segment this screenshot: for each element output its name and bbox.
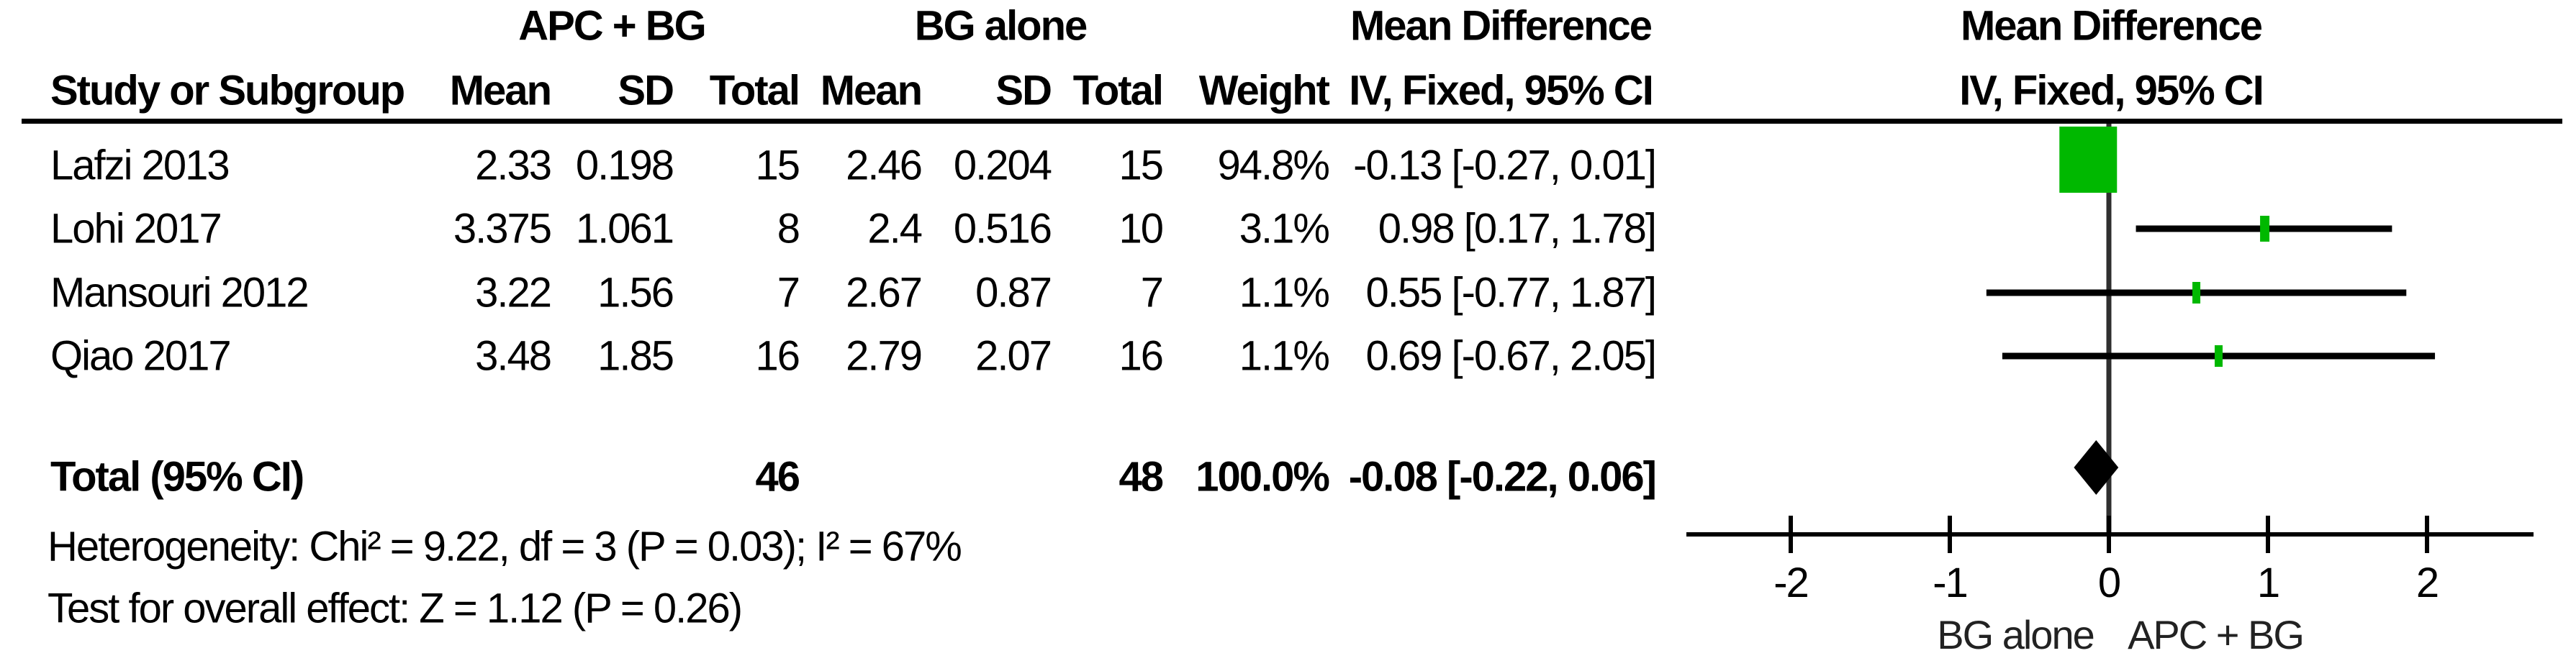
total1-value: 15: [755, 142, 800, 189]
total1-sum: 46: [755, 453, 800, 501]
md-ci-value: -0.13 [-0.27, 0.01]: [1353, 142, 1657, 189]
study-name: Mansouri 2012: [50, 269, 309, 316]
sd1-value: 1.85: [597, 332, 674, 380]
col-header-sd1: SD: [618, 67, 674, 114]
mean2-value: 2.46: [846, 142, 923, 189]
effect-marker: [2059, 127, 2118, 193]
total-md-ci: -0.08 [-0.22, 0.06]: [1348, 453, 1657, 501]
mean1-value: 3.48: [475, 332, 552, 380]
col-header-total2: Total: [1072, 67, 1164, 114]
sd1-value: 1.061: [575, 205, 674, 252]
total1-value: 7: [777, 269, 800, 316]
tick-label: -2: [1773, 560, 1808, 606]
mean1-value: 2.33: [475, 142, 552, 189]
header-divider: [22, 119, 2562, 124]
mean2-value: 2.79: [846, 332, 923, 380]
effect-marker: [2192, 282, 2201, 304]
heterogeneity-note: Heterogeneity: Chi² = 9.22, df = 3 (P = …: [48, 523, 962, 570]
total2-value: 15: [1118, 142, 1163, 189]
study-name: Lohi 2017: [50, 205, 222, 252]
col-header-study: Study or Subgroup: [50, 67, 405, 114]
md-header-left: Mean Difference: [1350, 2, 1653, 50]
study-name: Qiao 2017: [50, 332, 232, 380]
weight-value: 1.1%: [1239, 332, 1330, 380]
md-ci-value: 0.98 [0.17, 1.78]: [1378, 205, 1657, 252]
mean2-value: 2.67: [846, 269, 923, 316]
col-header-weight: Weight: [1198, 67, 1330, 114]
sd2-value: 0.516: [953, 205, 1052, 252]
tick-label: 2: [2416, 560, 2438, 606]
col-header-total1: Total: [709, 67, 800, 114]
sd2-value: 0.87: [975, 269, 1052, 316]
sd1-value: 0.198: [575, 142, 674, 189]
col-header-ci-right: IV, Fixed, 95% CI: [1959, 67, 2264, 114]
sd2-value: 2.07: [975, 332, 1052, 380]
pooled-diamond: [2074, 440, 2119, 495]
axis-left-label: BG alone: [1937, 612, 2094, 657]
tick-label: -1: [1933, 560, 1967, 606]
weight-value: 1.1%: [1239, 269, 1330, 316]
tick-label: 0: [2098, 560, 2120, 606]
sd2-value: 0.204: [953, 142, 1052, 189]
sd1-value: 1.56: [597, 269, 674, 316]
effect-marker: [2260, 216, 2270, 242]
group2-header: BG alone: [914, 2, 1088, 50]
md-ci-value: 0.69 [-0.67, 2.05]: [1365, 332, 1657, 380]
total2-value: 7: [1140, 269, 1164, 316]
col-header-mean2: Mean: [820, 67, 923, 114]
col-header-sd2: SD: [995, 67, 1052, 114]
mean2-value: 2.4: [867, 205, 923, 252]
total2-sum: 48: [1118, 453, 1163, 501]
weight-value: 94.8%: [1217, 142, 1330, 189]
col-header-ci-left: IV, Fixed, 95% CI: [1349, 67, 1654, 114]
total1-value: 8: [777, 205, 800, 252]
group1-header: APC + BG: [518, 2, 707, 50]
md-header-right: Mean Difference: [1960, 2, 2263, 50]
total-label: Total (95% CI): [50, 453, 304, 501]
total-weight: 100.0%: [1196, 453, 1330, 501]
md-ci-value: 0.55 [-0.77, 1.87]: [1365, 269, 1657, 316]
mean1-value: 3.22: [475, 269, 552, 316]
col-header-mean1: Mean: [449, 67, 552, 114]
total2-value: 16: [1118, 332, 1163, 380]
axis-right-label: APC + BG: [2128, 612, 2303, 657]
study-name: Lafzi 2013: [50, 142, 230, 189]
total1-value: 16: [755, 332, 800, 380]
mean1-value: 3.375: [453, 205, 552, 252]
total2-value: 10: [1118, 205, 1163, 252]
weight-value: 3.1%: [1239, 205, 1330, 252]
effect-marker: [2214, 345, 2223, 367]
overall-effect-note: Test for overall effect: Z = 1.12 (P = 0…: [48, 585, 743, 632]
tick-label: 1: [2257, 560, 2279, 606]
